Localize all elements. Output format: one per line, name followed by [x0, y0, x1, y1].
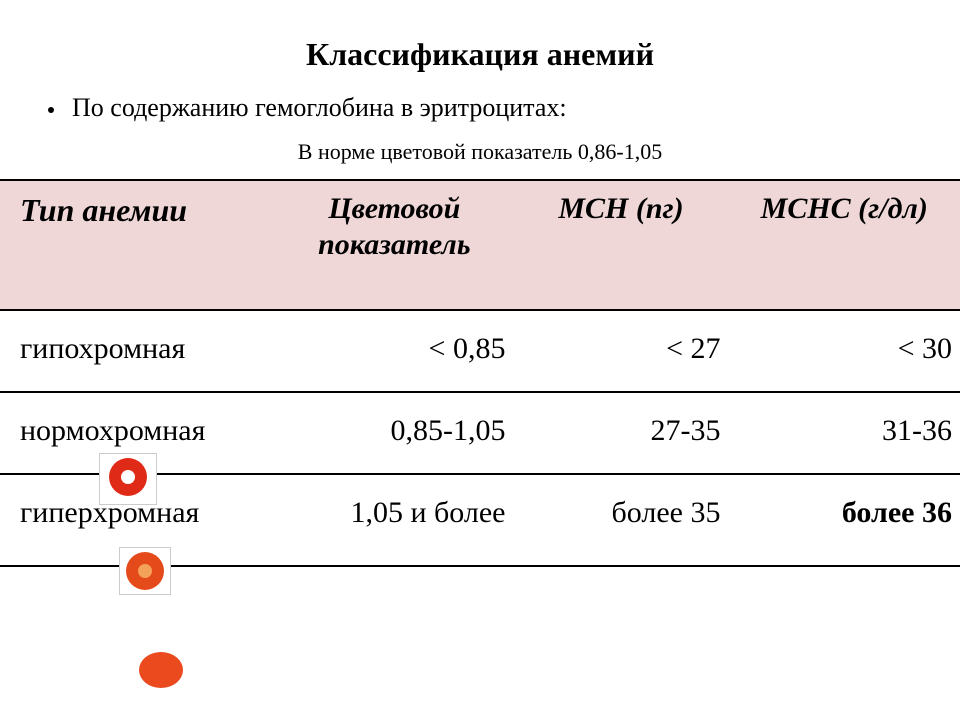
- bullet-row: По содержанию гемоглобина в эритроцитах:: [0, 93, 960, 123]
- anemia-table: Тип анемии Цветовой показатель MCH (пг) …: [0, 179, 960, 567]
- cell-mch: < 27: [513, 310, 728, 392]
- cell-color-index: 1,05 и более: [275, 474, 513, 566]
- slide-title: Классификация анемий: [0, 36, 960, 73]
- col-header-mch: MCH (пг): [513, 180, 728, 310]
- type-label: гипохромная: [20, 332, 185, 365]
- rbc-hypochromic-icon: [100, 454, 156, 504]
- col-header-type: Тип анемии: [0, 180, 275, 310]
- norm-note: В норме цветовой показатель 0,86-1,05: [0, 139, 960, 165]
- cell-type: гипохромная: [0, 310, 275, 392]
- rbc-hyperchromic-icon: [134, 650, 188, 694]
- cell-mch: более 35: [513, 474, 728, 566]
- col-header-mchc: MCHC (г/дл): [729, 180, 960, 310]
- rbc-normochromic-icon: [120, 548, 170, 594]
- cell-mchc: < 30: [729, 310, 960, 392]
- cell-mch: 27-35: [513, 392, 728, 474]
- bullet-text: По содержанию гемоглобина в эритроцитах:: [72, 93, 567, 123]
- cell-mchc: более 36: [729, 474, 960, 566]
- cell-color-index: < 0,85: [275, 310, 513, 392]
- table-header-row: Тип анемии Цветовой показатель MCH (пг) …: [0, 180, 960, 310]
- cell-mchc: 31-36: [729, 392, 960, 474]
- table-row: гипохромная < 0,85 < 27 < 30: [0, 310, 960, 392]
- type-label: нормохромная: [20, 414, 205, 447]
- slide: Классификация анемий По содержанию гемог…: [0, 0, 960, 720]
- cell-color-index: 0,85-1,05: [275, 392, 513, 474]
- bullet-icon: [48, 107, 54, 113]
- cell-mchc-bold: более 36: [842, 496, 952, 529]
- col-header-color-index: Цветовой показатель: [275, 180, 513, 310]
